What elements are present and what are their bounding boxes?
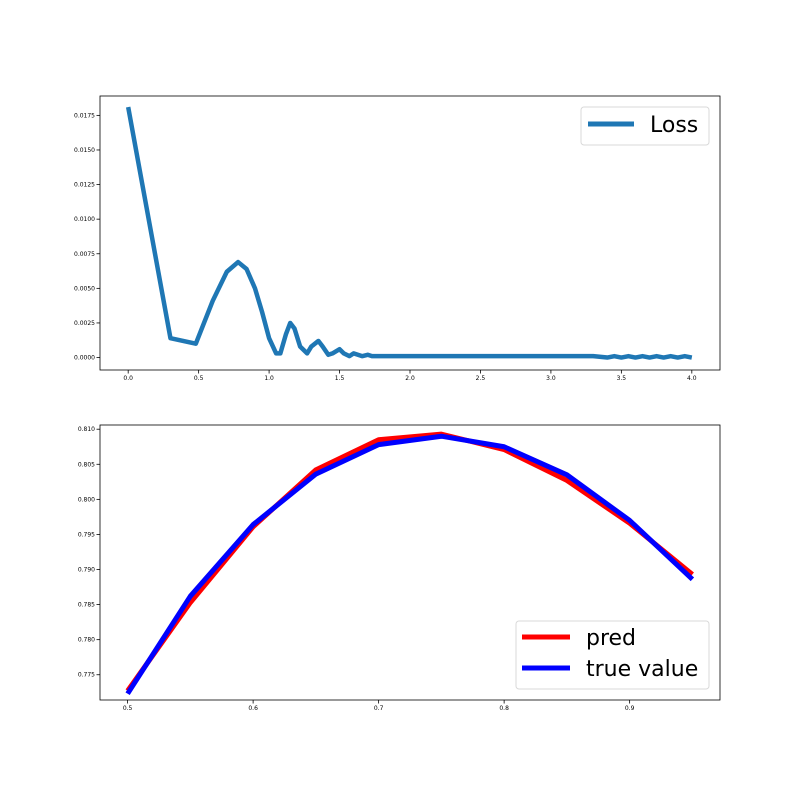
- y-tick-label: 0.780: [78, 637, 95, 644]
- x-tick-label: 3.5: [617, 375, 627, 382]
- y-tick-label: 0.0175: [74, 112, 95, 119]
- series-line-pred: [125, 431, 694, 693]
- prediction-legend: pred true value: [515, 620, 710, 690]
- prediction-series-lines: [125, 431, 695, 696]
- x-tick-label: 0.5: [194, 375, 204, 382]
- loss-axes: 0.0 0.5 1.0 1.5 2.0 2.5 3.0 3.5 4.0 0.0000 0.0025 0…: [74, 112, 697, 382]
- legend-label-pred: pred: [586, 626, 636, 651]
- x-tick-label: 0.7: [374, 705, 384, 712]
- y-tick-label: 0.0000: [74, 355, 95, 362]
- loss-legend: Loss: [580, 106, 710, 146]
- legend-label-loss: Loss: [650, 113, 698, 138]
- y-tick-label: 0.805: [78, 461, 95, 468]
- y-tick-label: 0.785: [78, 602, 95, 609]
- y-tick-label: 0.810: [78, 426, 95, 433]
- series-line-loss: [125, 106, 693, 360]
- prediction-axes: 0.5 0.6 0.7 0.8 0.9 0.775 0.780 0.785 0.790 0.795…: [78, 426, 635, 712]
- y-tick-label: 0.0050: [74, 285, 95, 292]
- y-tick-label: 0.0075: [74, 251, 95, 258]
- x-tick-label: 0.6: [248, 705, 258, 712]
- x-tick-label: 0.9: [625, 705, 635, 712]
- y-tick-label: 0.795: [78, 531, 95, 538]
- loss-axes-frame: [99, 95, 721, 371]
- y-tick-label: 0.0025: [74, 320, 95, 327]
- x-tick-label: 3.0: [546, 375, 556, 382]
- x-tick-label: 4.0: [687, 375, 697, 382]
- legend-label-true-value: true value: [586, 657, 698, 682]
- y-tick-label: 0.0100: [74, 216, 95, 223]
- x-tick-label: 1.5: [335, 375, 345, 382]
- x-tick-label: 2.0: [405, 375, 415, 382]
- loss-chart: 0.0 0.5 1.0 1.5 2.0 2.5 3.0 3.5 4.0 0.0000 0.0025 0…: [74, 95, 721, 382]
- x-tick-label: 1.0: [264, 375, 274, 382]
- prediction-chart: 0.5 0.6 0.7 0.8 0.9 0.775 0.780 0.785 0.790 0.795…: [78, 424, 721, 712]
- x-tick-label: 0.8: [499, 705, 509, 712]
- loss-series-lines: [125, 106, 693, 360]
- y-tick-label: 0.0150: [74, 147, 95, 154]
- x-tick-label: 2.5: [476, 375, 486, 382]
- x-tick-label: 0.0: [123, 375, 133, 382]
- y-tick-label: 0.800: [78, 496, 95, 503]
- prediction-axes-frame: [99, 424, 721, 701]
- y-tick-label: 0.775: [78, 672, 95, 679]
- series-line-true-value: [125, 433, 695, 696]
- y-tick-label: 0.790: [78, 567, 95, 574]
- loss-legend-box: [580, 106, 710, 146]
- y-tick-label: 0.0125: [74, 182, 95, 189]
- x-tick-label: 0.5: [123, 705, 133, 712]
